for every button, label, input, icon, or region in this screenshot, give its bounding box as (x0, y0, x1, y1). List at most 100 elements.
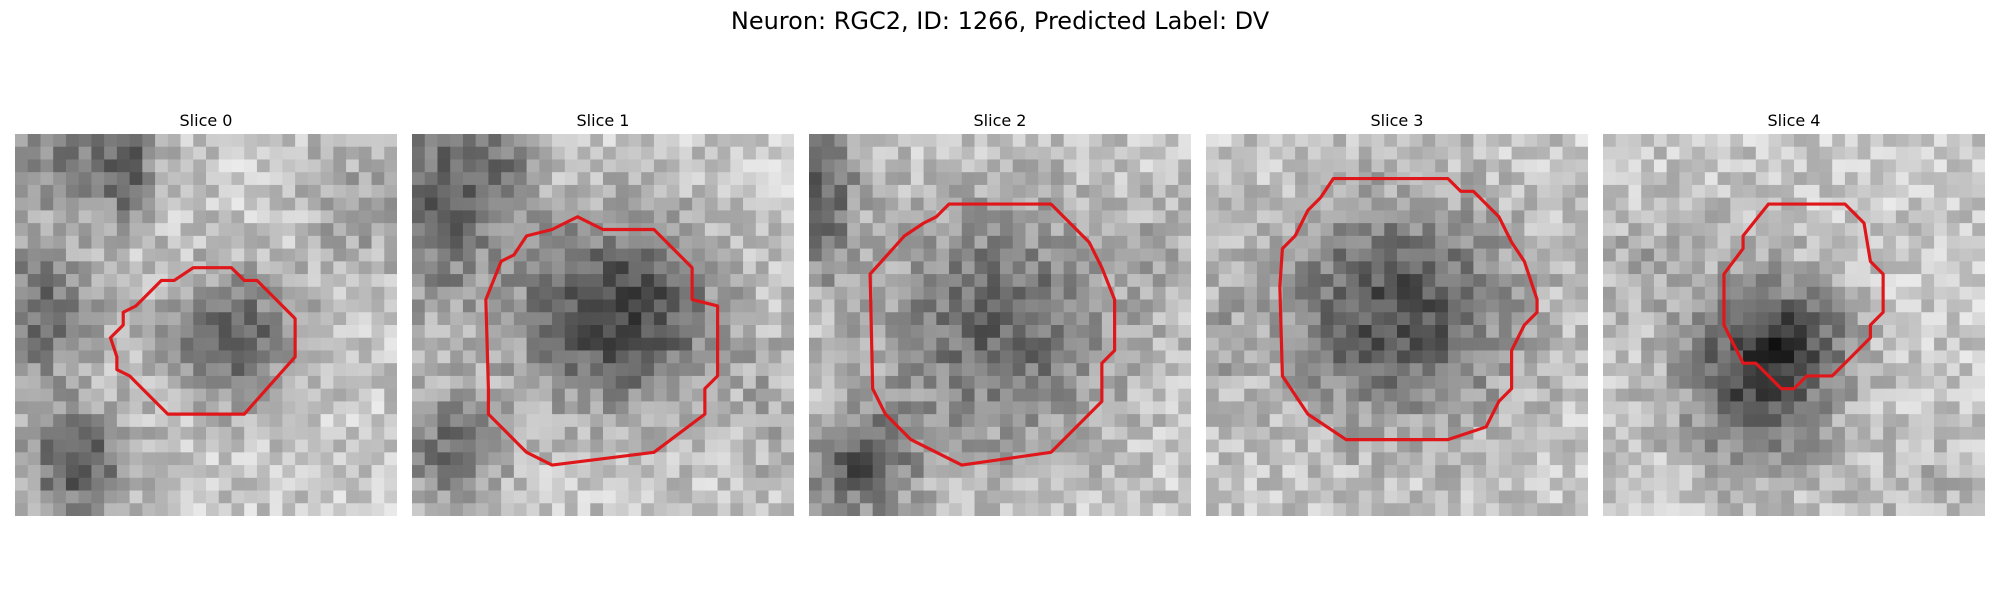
pixel (1333, 465, 1347, 479)
pixel (155, 465, 169, 479)
pixel (1870, 210, 1884, 224)
pixel (1269, 337, 1283, 351)
pixel (1089, 375, 1103, 390)
pixel (1127, 210, 1141, 224)
pixel (1460, 503, 1474, 516)
pixel (552, 337, 566, 351)
pixel (129, 490, 143, 504)
pixel (1959, 325, 1973, 339)
pixel (821, 337, 835, 351)
pixel (104, 134, 118, 148)
pixel (53, 439, 67, 453)
pixel (320, 261, 334, 275)
pixel (743, 197, 757, 211)
pixel (1692, 426, 1706, 440)
pixel (155, 439, 169, 453)
pixel (1819, 490, 1833, 504)
pixel (1127, 223, 1141, 237)
pixel (872, 261, 886, 275)
pixel (730, 286, 744, 300)
pixel (1781, 503, 1795, 516)
pixel (717, 465, 731, 479)
pixel (1628, 452, 1642, 466)
pixel (1524, 223, 1538, 237)
pixel (53, 159, 67, 173)
pixel (320, 312, 334, 326)
pixel (834, 274, 848, 288)
pixel (1206, 146, 1220, 160)
pixel (1114, 184, 1128, 199)
pixel (1076, 363, 1090, 377)
pixel (1178, 197, 1191, 211)
pixel (1921, 159, 1935, 173)
pixel (384, 337, 397, 351)
pixel (1089, 286, 1103, 300)
pixel (809, 159, 823, 173)
pixel (717, 286, 731, 300)
pixel (501, 414, 515, 428)
pixel (1717, 414, 1731, 428)
pixel (898, 375, 912, 390)
pixel (1320, 134, 1334, 148)
pixel (1486, 299, 1500, 313)
pixel (1486, 134, 1500, 148)
pixel (1127, 477, 1141, 491)
pixel (1908, 261, 1922, 275)
pixel (1921, 184, 1935, 199)
pixel (1524, 197, 1538, 211)
pixel (821, 439, 835, 453)
pixel (898, 286, 912, 300)
pixel (910, 388, 924, 402)
pixel (269, 184, 283, 199)
pixel (603, 146, 617, 160)
pixel (384, 223, 397, 237)
pixel (1295, 146, 1309, 160)
pixel (1921, 337, 1935, 351)
pixel (40, 439, 54, 453)
pixel (129, 274, 143, 288)
pixel (936, 490, 950, 504)
pixel (513, 172, 527, 186)
pixel (256, 452, 271, 466)
pixel (1473, 375, 1487, 390)
pixel (1794, 286, 1808, 300)
pixel (872, 363, 886, 377)
pixel (412, 146, 426, 160)
pixel (1959, 375, 1973, 390)
pixel (1178, 388, 1191, 402)
pixel (1934, 248, 1948, 262)
pixel (1371, 210, 1385, 224)
pixel (1603, 401, 1617, 415)
pixel (358, 490, 372, 504)
pixel (218, 375, 232, 390)
pixel (1575, 248, 1588, 262)
pixel (768, 490, 782, 504)
pixel (1883, 452, 1897, 466)
pixel (206, 363, 220, 377)
pixel (755, 465, 769, 479)
pixel (781, 375, 794, 390)
pixel (1460, 159, 1474, 173)
pixel (307, 286, 321, 300)
pixel (1422, 248, 1436, 262)
pixel (1524, 452, 1538, 466)
pixel (1206, 363, 1220, 377)
pixel (384, 375, 397, 390)
pixel (809, 286, 823, 300)
pixel (628, 490, 642, 504)
pixel (1615, 223, 1629, 237)
pixel (358, 134, 372, 148)
pixel (564, 414, 578, 428)
pixel (142, 477, 156, 491)
pixel (1679, 337, 1693, 351)
pixel (1781, 388, 1795, 402)
pixel (1447, 286, 1462, 300)
pixel (1178, 490, 1191, 504)
pixel (1603, 325, 1617, 339)
pixel (898, 350, 912, 364)
pixel (1844, 325, 1859, 339)
pixel (358, 210, 372, 224)
pixel (1755, 414, 1769, 428)
pixel (743, 465, 757, 479)
pixel (27, 363, 41, 377)
